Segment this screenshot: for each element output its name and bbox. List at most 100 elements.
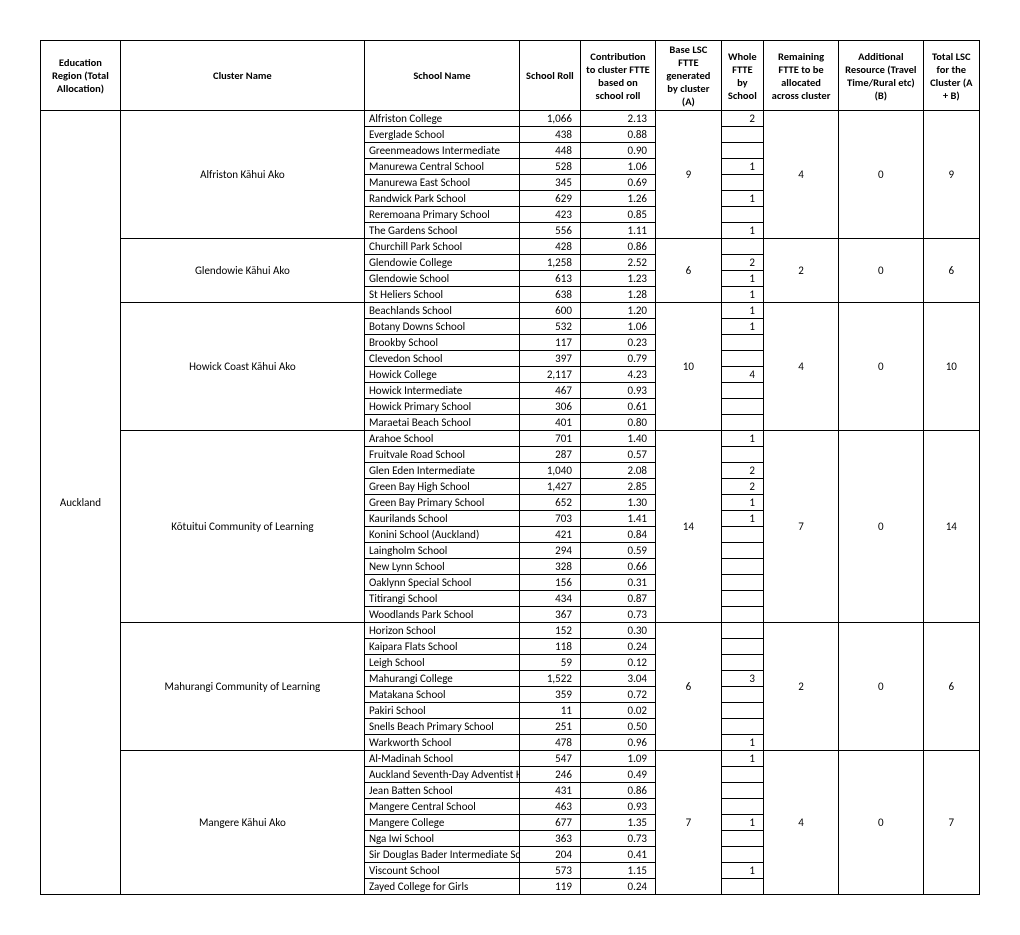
whole-cell	[721, 415, 763, 431]
whole-cell: 1	[721, 271, 763, 287]
whole-cell	[721, 351, 763, 367]
whole-cell	[721, 879, 763, 895]
roll-cell: 421	[519, 527, 580, 543]
whole-cell: 1	[721, 495, 763, 511]
contrib-cell: 2.08	[580, 463, 655, 479]
school-cell: Manurewa East School	[364, 175, 519, 191]
addl-cell: 0	[839, 239, 924, 303]
whole-cell: 1	[721, 287, 763, 303]
school-cell: Mangere College	[364, 815, 519, 831]
contrib-cell: 1.26	[580, 191, 655, 207]
school-cell: Green Bay High School	[364, 479, 519, 495]
school-cell: Glen Eden Intermediate	[364, 463, 519, 479]
whole-cell	[721, 639, 763, 655]
whole-cell	[721, 767, 763, 783]
whole-cell: 1	[721, 303, 763, 319]
contrib-cell: 0.59	[580, 543, 655, 559]
roll-cell: 600	[519, 303, 580, 319]
contrib-cell: 1.35	[580, 815, 655, 831]
roll-cell: 652	[519, 495, 580, 511]
school-cell: Fruitvale Road School	[364, 447, 519, 463]
roll-cell: 119	[519, 879, 580, 895]
base-cell: 6	[656, 623, 722, 751]
roll-cell: 287	[519, 447, 580, 463]
cluster-cell: Mangere Kāhui Ako	[120, 751, 364, 895]
remain-cell: 2	[763, 239, 838, 303]
roll-cell: 306	[519, 399, 580, 415]
contrib-cell: 0.86	[580, 783, 655, 799]
contrib-cell: 0.93	[580, 799, 655, 815]
roll-cell: 556	[519, 223, 580, 239]
school-cell: Kaipara Flats School	[364, 639, 519, 655]
header-roll: School Roll	[519, 41, 580, 111]
total-cell: 6	[923, 239, 979, 303]
roll-cell: 428	[519, 239, 580, 255]
whole-cell	[721, 447, 763, 463]
roll-cell: 478	[519, 735, 580, 751]
whole-cell: 1	[721, 319, 763, 335]
header-addl: Additional Resource (Travel Time/Rural e…	[839, 41, 924, 111]
roll-cell: 397	[519, 351, 580, 367]
roll-cell: 547	[519, 751, 580, 767]
roll-cell: 1,258	[519, 255, 580, 271]
contrib-cell: 3.04	[580, 671, 655, 687]
total-cell: 14	[923, 431, 979, 623]
school-cell: Alfriston College	[364, 111, 519, 127]
table-row: Kōtuitui Community of LearningArahoe Sch…	[41, 431, 980, 447]
total-cell: 10	[923, 303, 979, 431]
school-cell: Matakana School	[364, 687, 519, 703]
header-remain: Remaining FTTE to be allocated across cl…	[763, 41, 838, 111]
roll-cell: 532	[519, 319, 580, 335]
remain-cell: 2	[763, 623, 838, 751]
base-cell: 9	[656, 111, 722, 239]
roll-cell: 431	[519, 783, 580, 799]
contrib-cell: 1.09	[580, 751, 655, 767]
contrib-cell: 1.40	[580, 431, 655, 447]
table-row: Howick Coast Kāhui AkoBeachlands School6…	[41, 303, 980, 319]
roll-cell: 2,117	[519, 367, 580, 383]
school-cell: Howick Intermediate	[364, 383, 519, 399]
contrib-cell: 1.23	[580, 271, 655, 287]
roll-cell: 359	[519, 687, 580, 703]
school-cell: Viscount School	[364, 863, 519, 879]
school-cell: Pakiri School	[364, 703, 519, 719]
contrib-cell: 0.69	[580, 175, 655, 191]
contrib-cell: 1.06	[580, 159, 655, 175]
school-cell: Laingholm School	[364, 543, 519, 559]
contrib-cell: 0.31	[580, 575, 655, 591]
roll-cell: 118	[519, 639, 580, 655]
contrib-cell: 1.20	[580, 303, 655, 319]
roll-cell: 703	[519, 511, 580, 527]
contrib-cell: 0.90	[580, 143, 655, 159]
contrib-cell: 4.23	[580, 367, 655, 383]
school-cell: Randwick Park School	[364, 191, 519, 207]
base-cell: 7	[656, 751, 722, 895]
allocation-table: Education Region (Total Allocation) Clus…	[40, 40, 980, 895]
roll-cell: 629	[519, 191, 580, 207]
school-cell: Howick Primary School	[364, 399, 519, 415]
school-cell: Titirangi School	[364, 591, 519, 607]
school-cell: Maraetai Beach School	[364, 415, 519, 431]
base-cell: 6	[656, 239, 722, 303]
contrib-cell: 0.79	[580, 351, 655, 367]
school-cell: Konini School (Auckland)	[364, 527, 519, 543]
whole-cell: 1	[721, 815, 763, 831]
cluster-cell: Alfriston Kāhui Ako	[120, 111, 364, 239]
school-cell: Zayed College for Girls	[364, 879, 519, 895]
school-cell: Al-Madinah School	[364, 751, 519, 767]
whole-cell	[721, 239, 763, 255]
contrib-cell: 0.24	[580, 879, 655, 895]
school-cell: Kaurilands School	[364, 511, 519, 527]
contrib-cell: 0.12	[580, 655, 655, 671]
roll-cell: 613	[519, 271, 580, 287]
header-base: Base LSC FTTE generated by cluster (A)	[656, 41, 722, 111]
whole-cell: 1	[721, 511, 763, 527]
contrib-cell: 0.96	[580, 735, 655, 751]
roll-cell: 573	[519, 863, 580, 879]
header-cluster: Cluster Name	[120, 41, 364, 111]
roll-cell: 677	[519, 815, 580, 831]
contrib-cell: 1.06	[580, 319, 655, 335]
school-cell: The Gardens School	[364, 223, 519, 239]
contrib-cell: 0.84	[580, 527, 655, 543]
school-cell: Mangere Central School	[364, 799, 519, 815]
